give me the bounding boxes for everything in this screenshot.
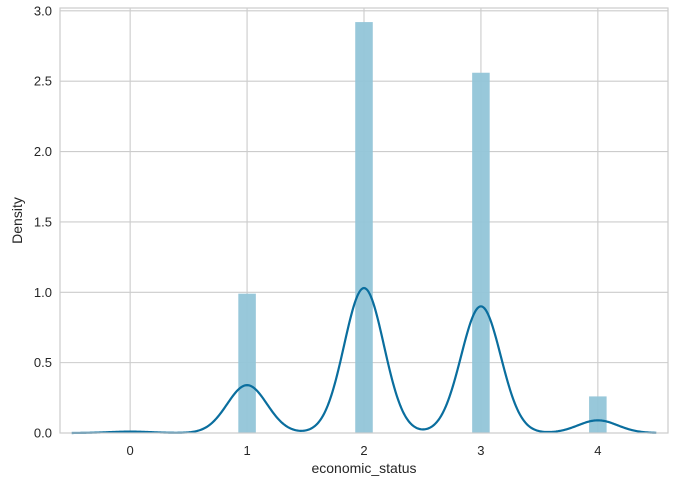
y-tick-label: 3.0 xyxy=(34,3,52,18)
x-axis-label: economic_status xyxy=(311,460,416,476)
y-tick-label: 0.5 xyxy=(34,355,52,370)
x-tick-label: 3 xyxy=(477,443,484,458)
y-tick-labels: 0.0 0.5 1.0 1.5 2.0 2.5 3.0 xyxy=(34,3,52,440)
y-tick-label: 1.5 xyxy=(34,214,52,229)
y-tick-label: 1.0 xyxy=(34,285,52,300)
x-tick-label: 2 xyxy=(360,443,367,458)
histogram-bar xyxy=(238,293,256,433)
y-tick-label: 2.0 xyxy=(34,144,52,159)
histogram-bars xyxy=(121,22,607,434)
x-tick-labels: 0 1 2 3 4 xyxy=(127,443,602,458)
x-tick-label: 0 xyxy=(127,443,134,458)
x-tick-label: 4 xyxy=(594,443,601,458)
y-axis-label: Density xyxy=(9,197,25,244)
histogram-bar xyxy=(589,396,607,433)
x-tick-label: 1 xyxy=(243,443,250,458)
y-tick-label: 2.5 xyxy=(34,74,52,89)
y-tick-label: 0.0 xyxy=(34,426,52,441)
histogram-bar xyxy=(355,22,373,434)
histogram-bar xyxy=(472,72,490,433)
plot-frame xyxy=(59,7,669,434)
